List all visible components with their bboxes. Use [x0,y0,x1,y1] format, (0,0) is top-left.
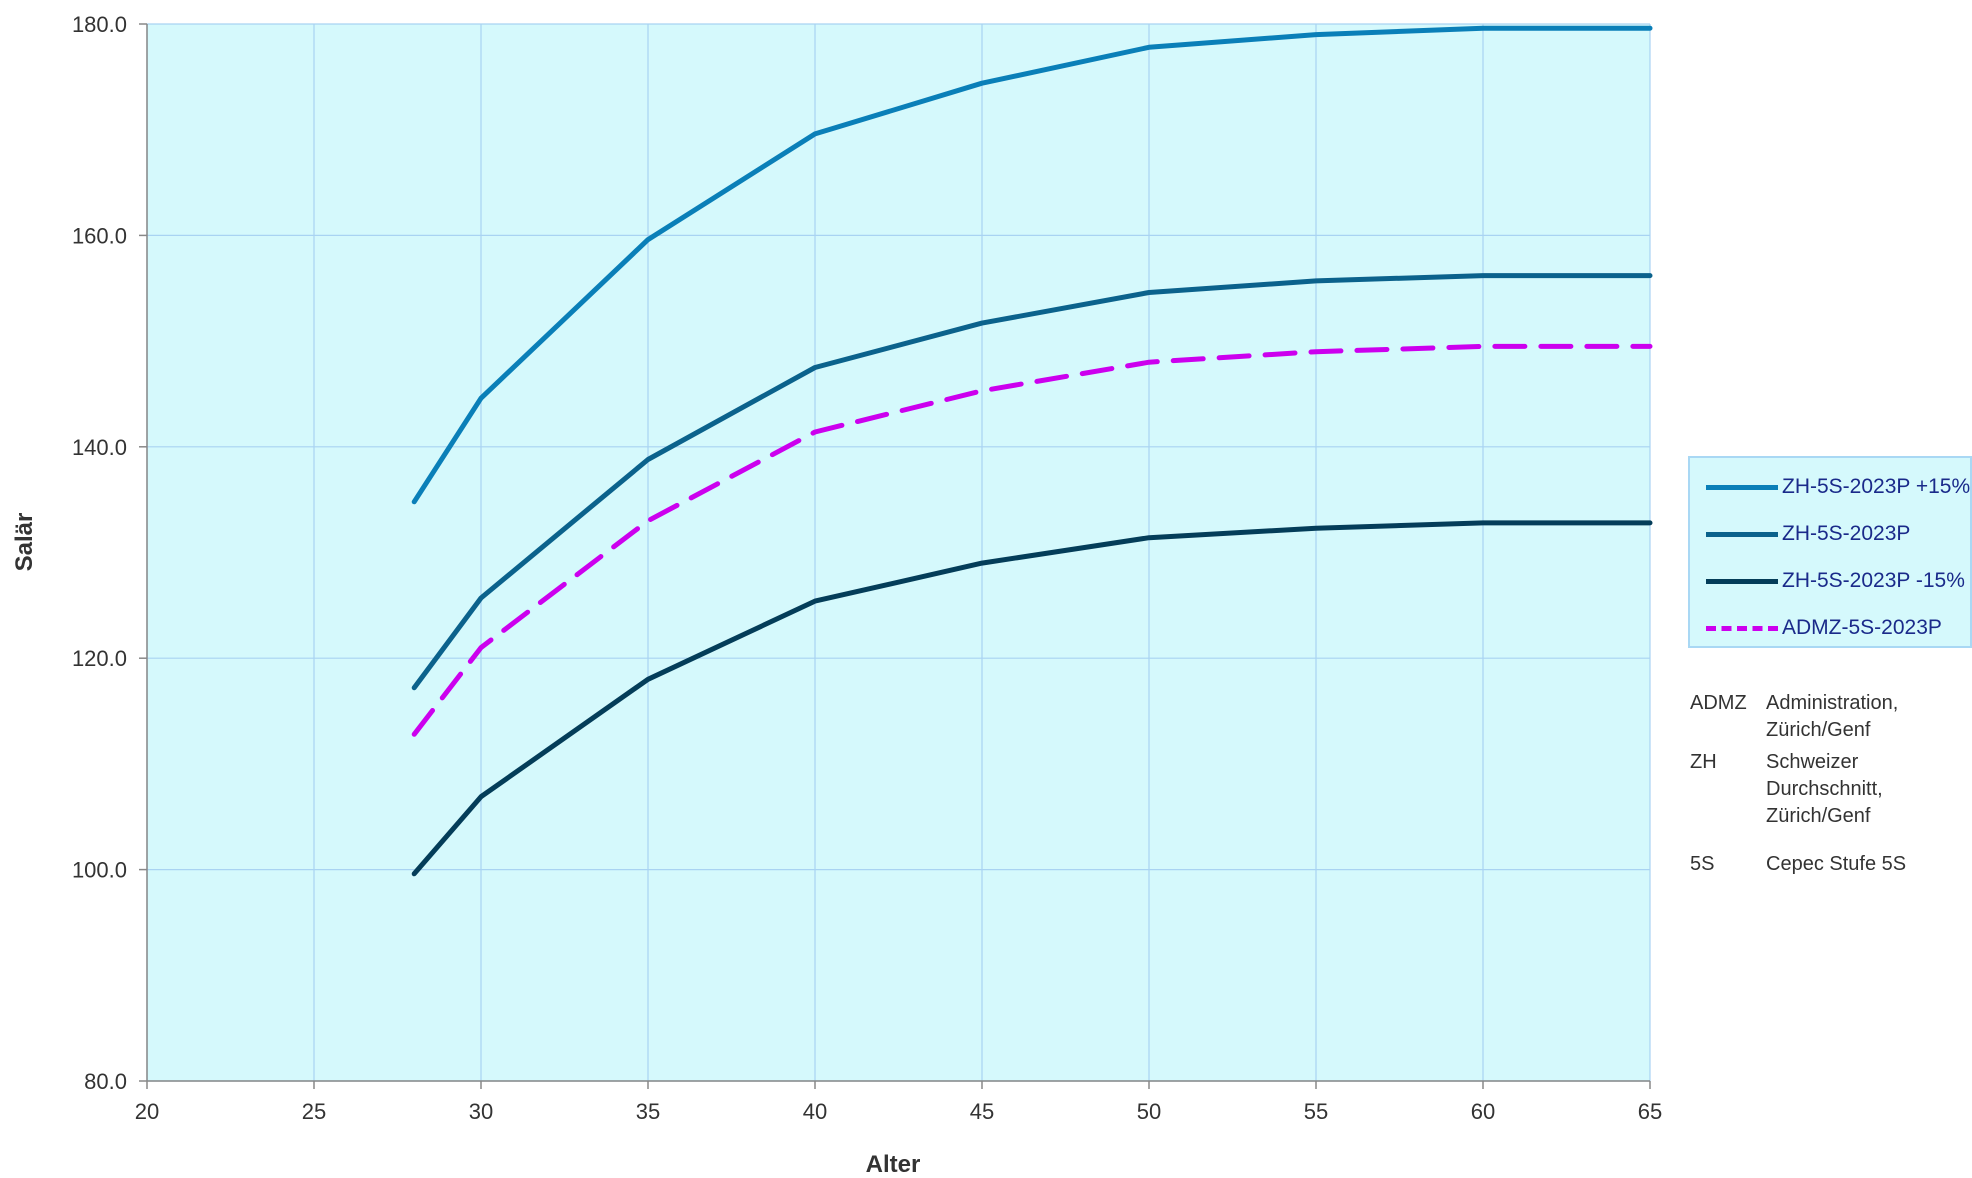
legend-item: ADMZ-5S-2023P [1706,613,1942,643]
x-tick-label: 40 [803,1099,827,1124]
x-tick-label: 65 [1638,1099,1662,1124]
legend-item: ZH-5S-2023P +15% [1706,472,1970,502]
y-tick-label: 180.0 [72,12,127,37]
glossary-abbr: ZH [1690,751,1717,773]
glossary-row: ADMZ Administration, Zürich/Genf [1690,690,1972,744]
x-tick-label: 60 [1471,1099,1495,1124]
legend-label: ZH-5S-2023P [1782,522,1911,545]
y-tick-label: 80.0 [84,1069,127,1094]
x-tick-label: 55 [1304,1099,1328,1124]
glossary-desc: Schweizer Durchschnitt, Zürich/Genf [1766,751,1883,827]
glossary-desc: Cepec Stufe 5S [1766,853,1907,875]
glossary-abbr: ADMZ [1690,692,1747,714]
abbreviation-glossary: ADMZ Administration, Zürich/Genf ZH Schw… [1690,690,1972,878]
legend-label: ZH-5S-2023P +15% [1782,475,1971,498]
legend-swatch [1706,625,1778,631]
glossary-row: 5S Cepec Stufe 5S [1690,851,1972,878]
glossary-abbr: 5S [1690,853,1715,875]
legend-label: ZH-5S-2023P -15% [1782,569,1965,592]
series-line [411,343,1653,737]
legend-swatch [1706,578,1778,584]
glossary-row: ZH Schweizer Durchschnitt, Zürich/Genf [1690,749,1972,830]
x-tick-label: 25 [302,1099,326,1124]
y-tick-label: 160.0 [72,223,127,248]
legend-label: ADMZ-5S-2023P [1782,616,1942,639]
series-lines [411,25,1653,877]
legend-swatch [1706,484,1778,490]
y-tick-label: 120.0 [72,646,127,671]
plot-area [147,24,1650,1081]
x-tick-label: 45 [970,1099,994,1124]
legend: ZH-5S-2023P +15% ZH-5S-2023P ZH-5S-2023P -… [1688,456,1972,648]
x-axis-title: Alter [866,1151,921,1178]
y-tick-label: 100.0 [72,858,127,883]
x-tick-label: 50 [1137,1099,1161,1124]
series-line [411,25,1653,505]
legend-swatch [1706,531,1778,537]
glossary-desc: Administration, Zürich/Genf [1766,692,1899,741]
legend-item: ZH-5S-2023P [1706,519,1910,549]
y-tick-label: 140.0 [72,435,127,460]
x-tick-label: 20 [135,1099,159,1124]
y-axis-title: Salär [11,513,38,572]
legend-item: ZH-5S-2023P -15% [1706,566,1965,596]
series-line [411,520,1653,877]
x-tick-label: 35 [636,1099,660,1124]
axes: 20 25 30 35 40 45 50 55 60 65 80.0 100.0 120.0 140.0 1… [72,12,1662,1124]
x-tick-label: 30 [469,1099,493,1124]
series-line [411,273,1653,691]
